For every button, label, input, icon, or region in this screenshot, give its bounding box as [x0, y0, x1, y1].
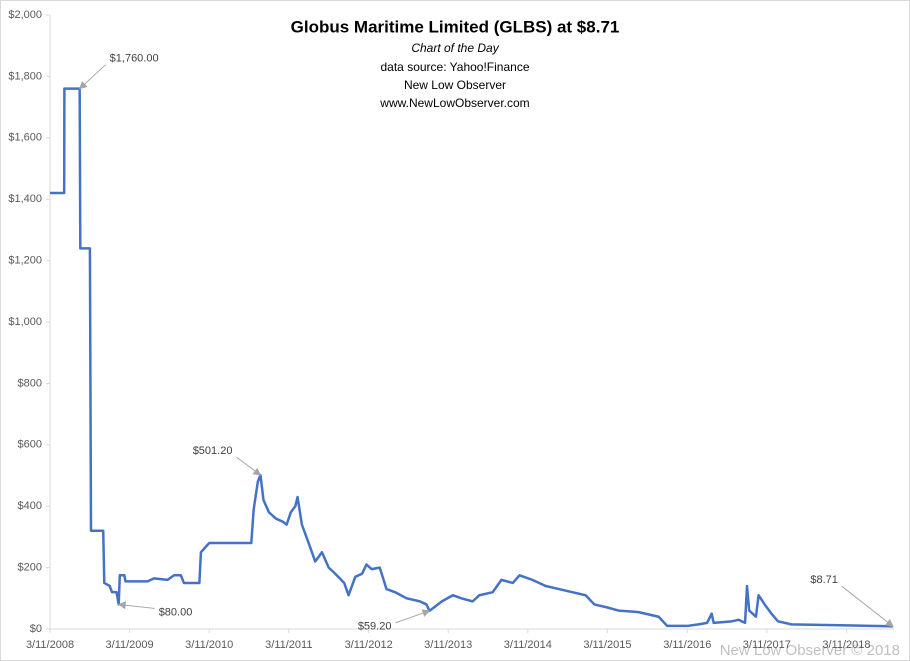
- annotation-arrow: [841, 585, 894, 627]
- note: www.NewLowObserver.com: [379, 96, 529, 110]
- annotation: $8.71: [810, 574, 838, 586]
- y-tick-label: $2,000: [8, 9, 42, 21]
- x-tick-label: 3/11/2014: [504, 639, 552, 651]
- x-tick-label: 3/11/2009: [106, 639, 154, 651]
- x-tick-label: 3/11/2010: [185, 639, 233, 651]
- annotation: $59.20: [358, 621, 392, 633]
- x-tick-label: 3/11/2013: [424, 639, 472, 651]
- x-tick-label: 3/11/2015: [583, 639, 631, 651]
- y-tick-label: $1,200: [8, 255, 42, 267]
- y-tick-label: $400: [18, 500, 42, 512]
- chart-title: Globus Maritime Limited (GLBS) at $8.71: [291, 17, 620, 36]
- y-tick-label: $1,000: [8, 316, 42, 328]
- note: New Low Observer: [404, 78, 506, 92]
- annotation-arrow: [236, 456, 262, 476]
- annotation-arrow: [78, 64, 106, 90]
- annotation-arrow: [117, 601, 155, 610]
- y-tick-label: $600: [18, 439, 42, 451]
- y-tick-label: $1,400: [8, 193, 42, 205]
- annotation: $501.20: [193, 445, 233, 457]
- y-tick-label: $0: [30, 623, 42, 635]
- y-tick-label: $1,600: [8, 132, 42, 144]
- x-tick-label: 3/11/2016: [663, 639, 711, 651]
- subtitle: Chart of the Day: [411, 41, 499, 55]
- price-line: [50, 87, 893, 628]
- note: data source: Yahoo!Finance: [381, 60, 530, 74]
- y-tick-label: $200: [18, 562, 42, 574]
- x-tick-label: 3/11/2018: [822, 639, 870, 651]
- y-tick-label: $800: [18, 377, 42, 389]
- annotation: $80.00: [159, 606, 193, 618]
- y-tick-label: $1,800: [8, 70, 42, 82]
- annotation: $1,760.00: [110, 53, 159, 65]
- x-tick-label: 3/11/2012: [345, 639, 393, 651]
- watermark: New Low Observer © 2018: [720, 642, 900, 659]
- x-tick-label: 3/11/2011: [265, 639, 312, 651]
- x-tick-label: 3/11/2008: [26, 639, 74, 651]
- annotation-arrow: [395, 609, 431, 624]
- x-tick-label: 3/11/2017: [743, 639, 791, 651]
